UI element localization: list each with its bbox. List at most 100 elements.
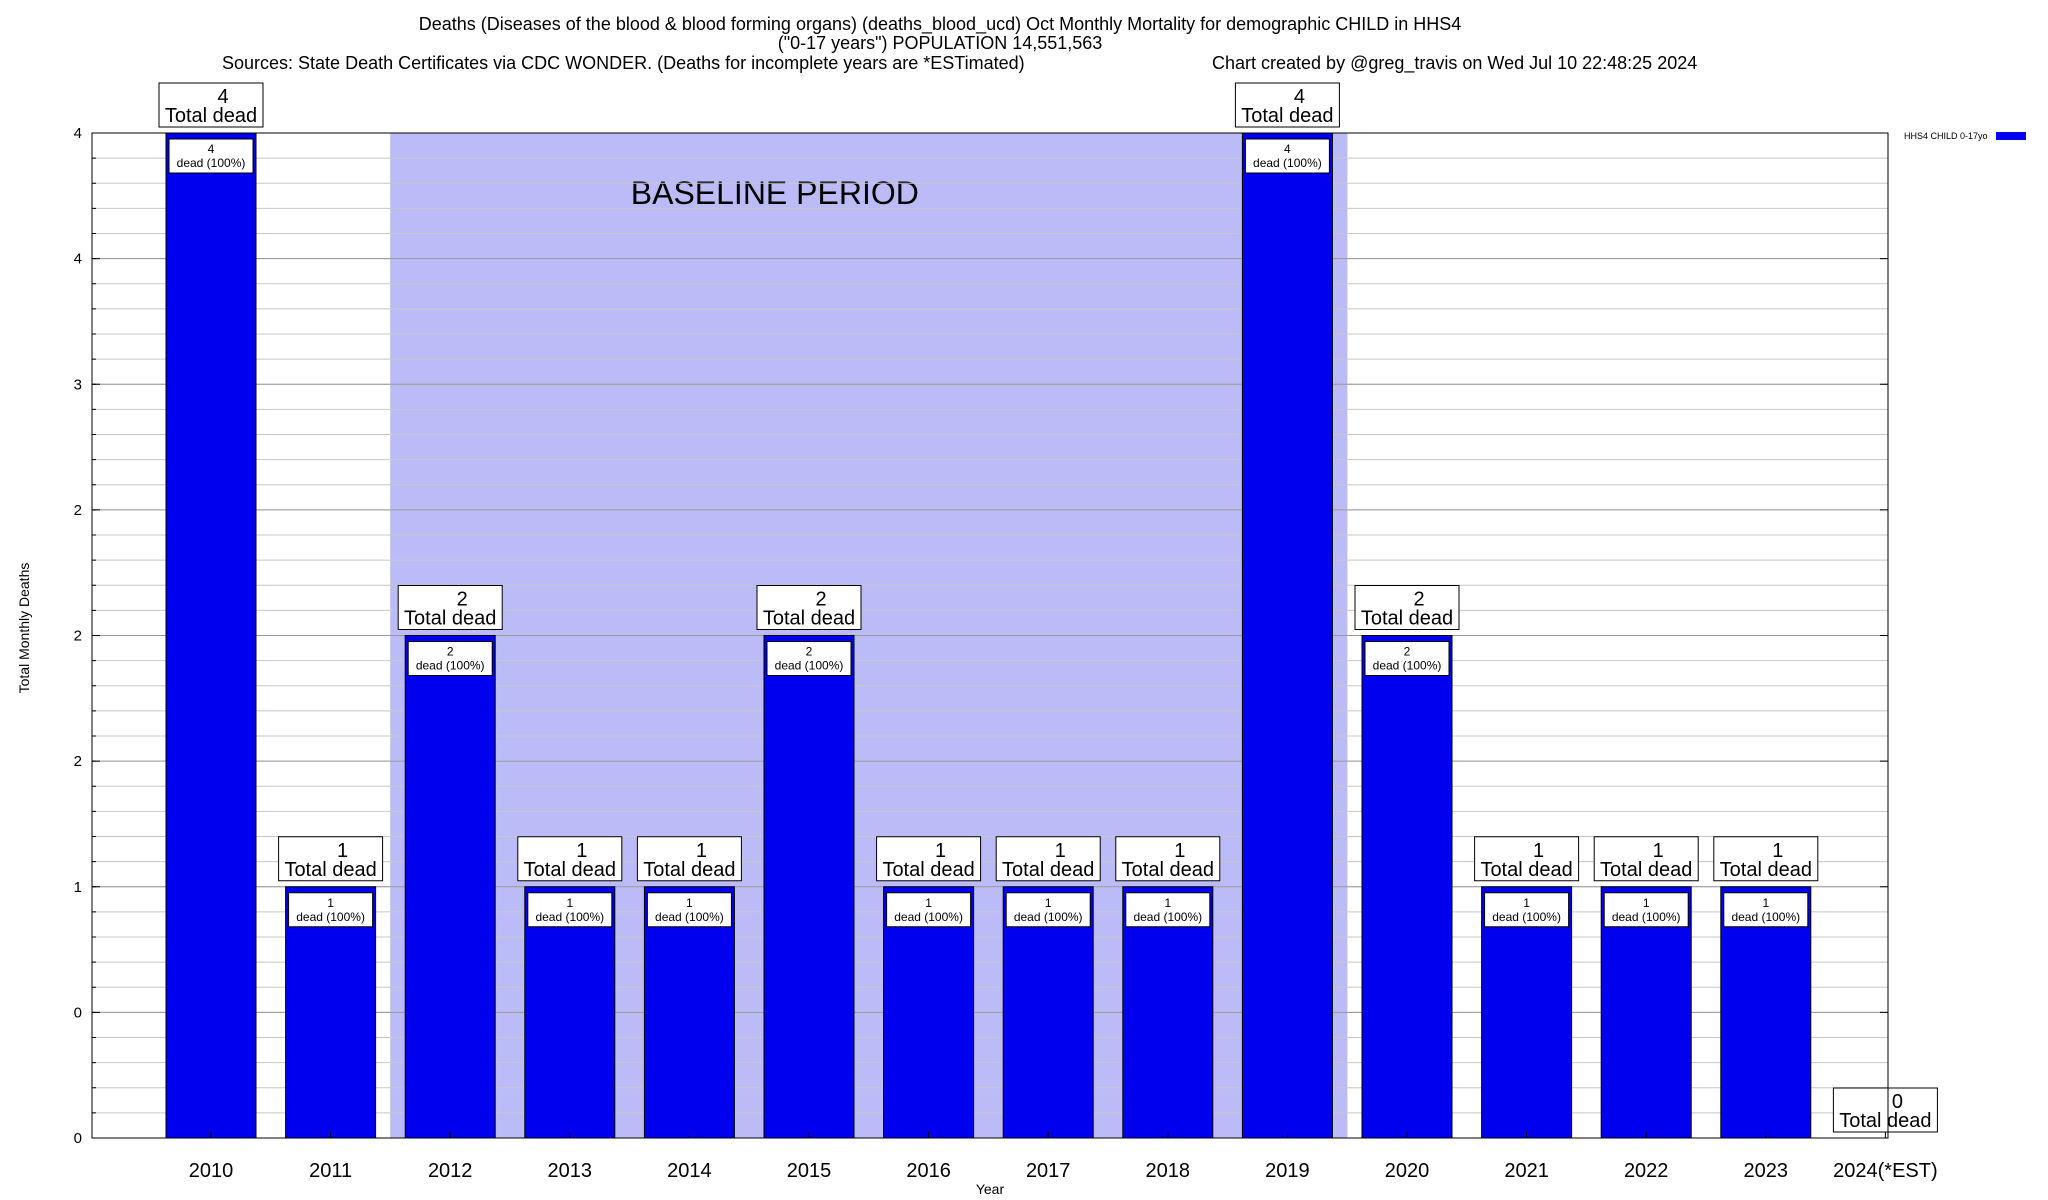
bar-total-label-box (1354, 585, 1460, 630)
legend-label: HHS4 CHILD 0-17yo (1904, 131, 1988, 141)
bar-inner-text: dead (100%) (1492, 910, 1561, 924)
x-tick-label: 2010 (189, 1160, 234, 1182)
bar-inner-text: dead (100%) (1373, 659, 1442, 673)
bar-total-label-box (1713, 836, 1819, 882)
bar (1720, 886, 1812, 1139)
legend: HHS4 CHILD 0-17yo (1904, 131, 2026, 141)
bar-inner-label-box (168, 138, 254, 174)
bar (1241, 132, 1333, 1139)
bar-inner-value: 1 (566, 896, 573, 910)
x-tick-label: 2015 (787, 1160, 832, 1182)
bar-inner-label-box (1125, 892, 1211, 928)
sources-note: Sources: State Death Certificates via CD… (222, 53, 1025, 73)
bar-total-text: Total dead (763, 608, 855, 630)
bar-total-label-box (756, 585, 862, 630)
bar (1481, 886, 1573, 1139)
bar-total-value: 4 (217, 86, 228, 108)
x-tick-label: 2024(*EST) (1833, 1160, 1938, 1182)
bar-total-value: 1 (935, 840, 946, 862)
legend-swatch (1995, 132, 2026, 140)
bar-total-value: 2 (1413, 589, 1424, 611)
x-tick-label: 2011 (309, 1160, 352, 1182)
bar-inner-value: 2 (806, 645, 813, 659)
bar-total-value: 2 (457, 589, 468, 611)
bar-total-text: Total dead (404, 608, 496, 630)
bar-total-value: 1 (1533, 840, 1544, 862)
bar-total-label-box (1115, 836, 1221, 882)
bar-inner-text: dead (100%) (775, 659, 844, 673)
bar (643, 886, 735, 1139)
x-tick-label: 2016 (906, 1160, 951, 1182)
bar-inner-label-box (886, 892, 972, 928)
bar-inner-label-box (1244, 138, 1330, 174)
bar-total-text: Total dead (165, 105, 257, 127)
x-tick-label: 2019 (1265, 1160, 1310, 1182)
bar (285, 886, 377, 1139)
bar-total-label-box (158, 82, 264, 128)
bar-total-text: Total dead (1720, 859, 1812, 881)
x-tick-label: 2020 (1385, 1160, 1430, 1182)
bar-inner-label-box (1723, 892, 1809, 928)
bar-inner-label-box (527, 892, 613, 928)
bar-total-text: Total dead (1600, 859, 1692, 881)
bar (1002, 886, 1094, 1139)
bar-total-value: 1 (1653, 840, 1664, 862)
chart-title: Deaths (Diseases of the blood & blood fo… (418, 14, 1462, 34)
bar-inner-text: dead (100%) (1612, 910, 1681, 924)
bar-total-text: Total dead (1241, 105, 1333, 127)
bar-inner-label-box (766, 641, 852, 676)
bar-inner-text: dead (100%) (655, 910, 724, 924)
y-tick-label: 2 (74, 502, 82, 519)
bar-inner-value: 1 (686, 896, 693, 910)
bar-total-text: Total dead (1361, 608, 1453, 630)
bar-total-text: Total dead (1839, 1110, 1931, 1132)
bar-inner-text: dead (100%) (1253, 156, 1322, 170)
bar-inner-text: dead (100%) (1133, 910, 1202, 924)
bar (165, 132, 257, 1139)
bar (1122, 886, 1214, 1139)
bar-inner-value: 1 (925, 896, 932, 910)
bar-total-label-box (1593, 836, 1699, 882)
bar-total-label-box (278, 836, 384, 882)
bar-inner-value: 4 (208, 142, 215, 156)
x-tick-label: 2014 (667, 1160, 712, 1182)
bar-total-text: Total dead (284, 859, 376, 881)
chart-subtitle: ("0-17 years") POPULATION 14,551,563 (777, 33, 1103, 53)
bar-total-label-box (995, 836, 1101, 882)
bar-inner-label-box (1364, 641, 1450, 676)
bar-inner-label-box (1484, 892, 1570, 928)
bar-total-text: Total dead (643, 859, 735, 881)
bar-total-value: 1 (1174, 840, 1185, 862)
bar-inner-text: dead (100%) (1731, 910, 1800, 924)
bar-inner-text: dead (100%) (416, 659, 485, 673)
x-tick-label: 2021 (1504, 1160, 1549, 1182)
bar-total-label-box (636, 836, 742, 882)
bar-inner-value: 1 (327, 896, 334, 910)
bar-inner-text: dead (100%) (177, 156, 246, 170)
bar-total-text: Total dead (524, 859, 616, 881)
x-axis-label: Year (975, 1181, 1005, 1197)
bar-total-label-box (1474, 836, 1580, 882)
bar (524, 886, 616, 1139)
bar-inner-value: 4 (1284, 142, 1291, 156)
bar-total-label-box (1832, 1087, 1938, 1133)
bar-inner-value: 2 (447, 645, 454, 659)
plot-border (91, 132, 1889, 1139)
bar-inner-label-box (646, 892, 732, 928)
x-tick-label: 2018 (1146, 1160, 1191, 1182)
bar-total-text: Total dead (1122, 859, 1214, 881)
y-tick-label: 0 (74, 1130, 82, 1147)
bar-inner-label-box (1005, 892, 1091, 928)
bar-inner-value: 1 (1164, 896, 1171, 910)
baseline-label: BASELINE PERIOD (631, 175, 919, 211)
bar-total-value: 4 (1294, 86, 1305, 108)
y-tick-label: 2 (74, 753, 82, 770)
bar-inner-text: dead (100%) (894, 910, 963, 924)
bar (763, 635, 855, 1139)
bar-inner-text: dead (100%) (296, 910, 365, 924)
x-tick-label: 2013 (548, 1160, 593, 1182)
bar-inner-value: 1 (1045, 896, 1052, 910)
x-tick-label: 2023 (1744, 1160, 1789, 1182)
bar-inner-text: dead (100%) (535, 910, 604, 924)
bar-total-value: 0 (1892, 1091, 1903, 1113)
